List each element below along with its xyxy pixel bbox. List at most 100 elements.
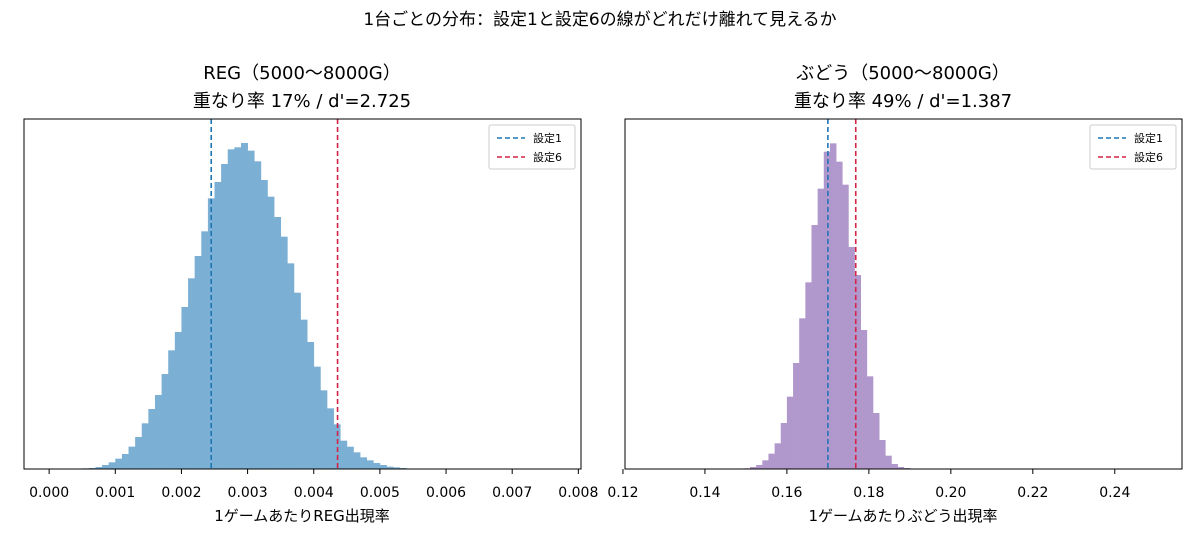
reg-histogram-bar: [194, 256, 202, 469]
budou-x-axis-label: 1ゲームあたりぶどう出現率: [808, 507, 997, 525]
reg-legend: 設定1 設定6: [488, 124, 576, 170]
reg-histogram-bar: [254, 161, 262, 469]
budou-histogram-bar: [848, 247, 855, 469]
reg-x-tick-label: 0.006: [426, 485, 466, 501]
reg-histogram-bar: [307, 342, 315, 469]
reg-histogram-bar: [102, 465, 110, 469]
reg-histogram-bar: [188, 278, 196, 469]
budou-histogram-bar: [786, 396, 794, 469]
reg-histogram-bar: [366, 460, 374, 469]
reg-histogram-bar: [115, 458, 123, 469]
reg-histogram-panel: REG（5000〜8000G） 重なり率 17% / d'=2.725 0.00…: [23, 63, 598, 525]
budou-histogram-panel: ぶどう（5000〜8000G） 重なり率 49% / d'=1.387 0.12…: [607, 63, 1183, 525]
budou-reference-lines: [827, 119, 857, 469]
budou-x-ticks: 0.12 0.14 0.16 0.18 0.20 0.22 0.24: [607, 469, 1130, 501]
reg-x-tick-label: 0.005: [360, 485, 400, 501]
budou-histogram-bar: [842, 184, 849, 470]
budou-histogram-bar: [836, 161, 843, 470]
reg-legend-box: [488, 124, 576, 170]
reg-histogram-bar: [128, 446, 136, 469]
budou-histogram-bar: [799, 318, 806, 469]
budou-histogram-bar: [823, 151, 831, 470]
budou-histogram-bar: [891, 464, 898, 469]
budou-x-tick-label: 0.18: [853, 485, 884, 501]
reg-histogram-bar: [135, 437, 143, 469]
reg-histogram-bar: [240, 143, 248, 469]
budou-histogram-bar: [750, 467, 757, 469]
reg-histogram-bar: [168, 350, 176, 469]
reg-x-tick-label: 0.002: [161, 485, 201, 501]
reg-histogram-bar: [267, 196, 275, 470]
reg-histogram-bar: [346, 446, 354, 469]
budou-histogram-bar: [860, 330, 868, 469]
reg-histogram-bar: [379, 465, 387, 469]
budou-histogram-bar: [879, 440, 886, 469]
reg-histogram-bar: [161, 374, 169, 469]
budou-plot-frame: [624, 118, 1183, 470]
budou-histogram-bar: [885, 455, 892, 469]
reg-x-tick-label: 0.000: [29, 485, 69, 501]
reg-histogram-bar: [293, 292, 301, 469]
figure-suptitle: 1台ごとの分布：設定1と設定6の線がどれだけ離れて見えるか: [363, 10, 836, 30]
reg-x-tick-label: 0.001: [95, 485, 135, 501]
reg-histogram-bar: [280, 236, 288, 469]
budou-x-tick-label: 0.20: [935, 485, 966, 501]
reg-histogram-bar: [274, 217, 282, 469]
reg-legend-label-setting1: 設定1: [533, 131, 562, 145]
budou-title-line1: ぶどう（5000〜8000G）: [796, 63, 1010, 84]
reg-x-tick-label: 0.004: [294, 485, 334, 501]
budou-histogram-bar: [854, 275, 862, 469]
reg-histogram-bar: [340, 440, 348, 469]
budou-x-tick-label: 0.24: [1099, 485, 1130, 501]
budou-bars: [743, 143, 911, 470]
budou-title-line2: 重なり率 49% / d'=1.387: [794, 91, 1012, 112]
reg-x-axis-label: 1ゲームあたりREG出現率: [214, 507, 390, 525]
reg-histogram-bar: [141, 423, 149, 469]
reg-histogram-bar: [360, 457, 368, 469]
budou-histogram-bar: [811, 225, 818, 469]
reg-histogram-bar: [300, 319, 308, 469]
budou-legend-label-setting1: 設定1: [1134, 131, 1163, 145]
reg-title-line1: REG（5000〜8000G）: [203, 63, 400, 84]
reg-histogram-bar: [221, 164, 229, 469]
budou-histogram-bar: [793, 363, 800, 469]
budou-histogram-bar: [897, 467, 905, 469]
budou-legend-label-setting6: 設定6: [1134, 150, 1163, 164]
reg-histogram-bar: [214, 182, 222, 469]
reg-histogram-bar: [373, 463, 381, 469]
reg-bars: [75, 143, 420, 470]
budou-legend: 設定1 設定6: [1089, 124, 1177, 170]
reg-histogram-bar: [393, 467, 401, 469]
reg-x-tick-label: 0.007: [492, 485, 532, 501]
budou-histogram-bar: [774, 443, 782, 469]
reg-histogram-bar: [154, 395, 162, 469]
reg-histogram-bar: [287, 263, 295, 469]
reg-histogram-bar: [386, 466, 394, 469]
reg-histogram-bar: [121, 454, 129, 469]
reg-histogram-bar: [201, 231, 209, 469]
budou-histogram-bar: [866, 376, 874, 469]
reg-x-tick-label: 0.003: [228, 485, 268, 501]
budou-histogram-bar: [829, 143, 837, 469]
reg-histogram-bar: [108, 462, 116, 469]
reg-histogram-bar: [95, 467, 103, 469]
reg-histogram-bar: [320, 390, 328, 469]
reg-histogram-bar: [260, 180, 268, 469]
budou-histogram-bar: [780, 423, 788, 469]
reg-reference-lines: [210, 119, 339, 469]
budou-legend-box: [1089, 124, 1177, 170]
reg-histogram-bar: [353, 452, 361, 469]
reg-title-line2: 重なり率 17% / d'=2.725: [193, 91, 411, 112]
reg-histogram-bar: [234, 147, 242, 469]
budou-x-tick-label: 0.16: [771, 485, 802, 501]
reg-histogram-bar: [148, 409, 156, 469]
budou-x-tick-label: 0.12: [607, 485, 638, 501]
reg-histogram-bar: [333, 424, 341, 469]
reg-plot-frame: [23, 118, 582, 470]
budou-histogram-bar: [762, 460, 769, 469]
reg-histogram-bar: [227, 149, 235, 469]
reg-histogram-bar: [247, 150, 255, 470]
budou-histogram-bar: [817, 188, 825, 470]
budou-histogram-bar: [872, 413, 880, 469]
